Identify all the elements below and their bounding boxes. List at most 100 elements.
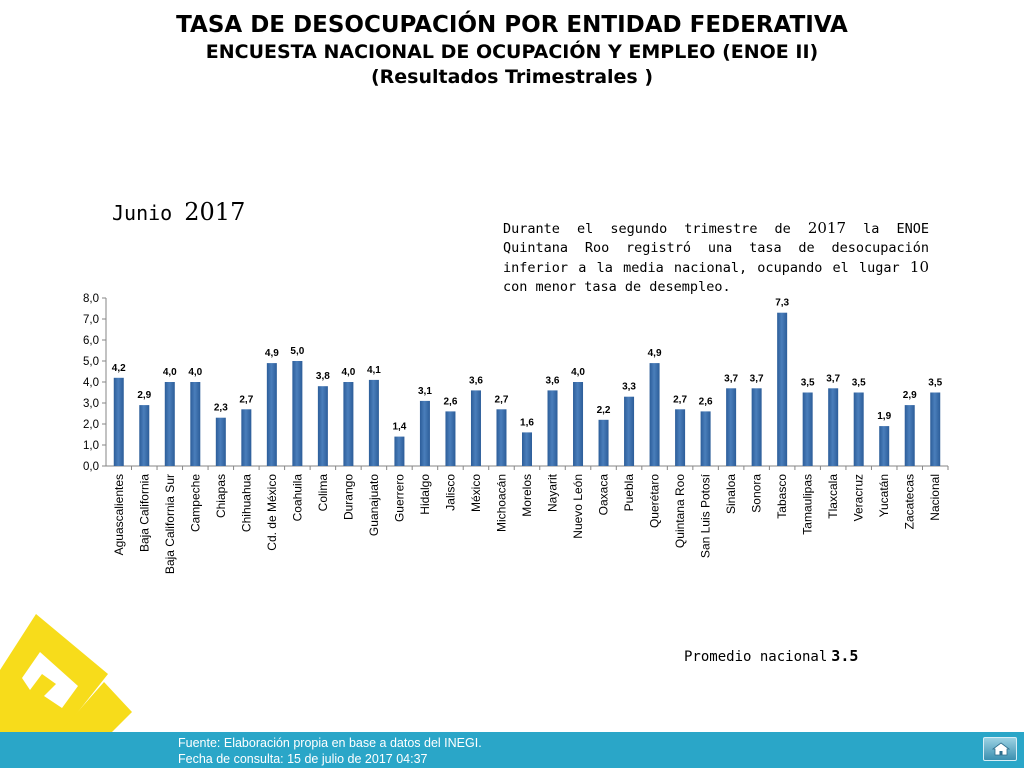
category-label: Nacional — [928, 474, 942, 521]
page-title: TASA DE DESOCUPACIÓN POR ENTIDAD FEDERAT… — [176, 12, 848, 38]
y-tick-label: 3,0 — [83, 398, 99, 410]
category-label: Aguascalientes — [112, 474, 126, 555]
category-label: Nuevo León — [571, 474, 585, 539]
y-tick-label: 5,0 — [83, 356, 99, 368]
data-label: 4,0 — [341, 367, 355, 378]
data-label: 3,5 — [928, 378, 942, 389]
y-tick-label: 8,0 — [83, 293, 99, 305]
bar — [777, 312, 788, 466]
category-label: Morelos — [520, 474, 534, 517]
bar — [113, 377, 124, 466]
bar — [828, 388, 839, 466]
category-label: Baja California — [137, 474, 151, 552]
bar — [879, 426, 890, 466]
data-label: 1,6 — [520, 417, 534, 428]
data-label: 3,7 — [826, 373, 840, 384]
category-label: Tamaulipas — [801, 474, 815, 535]
bar — [624, 396, 635, 466]
bar — [139, 405, 150, 466]
page-subtitle-results: (Resultados Trimestrales ) — [370, 66, 654, 88]
bar — [496, 409, 507, 466]
y-tick-label: 6,0 — [83, 335, 99, 347]
bar — [470, 390, 481, 466]
y-tick-label: 0,0 — [83, 461, 99, 473]
y-tick-label: 1,0 — [83, 440, 99, 452]
bar — [343, 382, 354, 466]
data-label: 3,6 — [469, 375, 483, 386]
data-label: 4,0 — [188, 367, 202, 378]
footer-source: Fuente: Elaboración propia en base a dat… — [178, 735, 482, 767]
bar — [853, 392, 864, 466]
category-label: Tlaxcala — [826, 474, 840, 519]
category-label: Veracruz — [852, 474, 866, 521]
category-label: Puebla — [622, 474, 636, 512]
period-label: Junio 2017 — [112, 198, 245, 226]
category-label: Zacatecas — [903, 474, 917, 529]
home-button[interactable] — [983, 737, 1017, 761]
category-label: Hidalgo — [418, 474, 432, 515]
bar — [215, 417, 226, 466]
category-label: Oaxaca — [597, 474, 611, 516]
data-label: 3,7 — [750, 373, 764, 384]
category-label: Baja California Sur — [163, 474, 177, 574]
note-text-2: la ENOE Quintana Roo registró una tasa d… — [503, 221, 929, 276]
bar — [241, 409, 252, 466]
page-subtitle: ENCUESTA NACIONAL DE OCUPACIÓN Y EMPLEO … — [205, 41, 819, 63]
data-label: 3,5 — [852, 378, 866, 389]
bar — [700, 411, 711, 466]
footer-date-text: Fecha de consulta: 15 de julio de 2017 0… — [178, 752, 428, 766]
data-label: 4,1 — [367, 365, 381, 376]
data-label: 7,3 — [775, 298, 789, 309]
data-label: 4,0 — [163, 367, 177, 378]
category-label: Quintana Roo — [673, 474, 687, 548]
data-label: 2,9 — [903, 390, 917, 401]
data-label: 4,2 — [112, 363, 126, 374]
category-label: Coahuila — [290, 474, 304, 522]
category-label: Nayarit — [546, 473, 560, 512]
bar — [292, 361, 303, 466]
category-label: Campeche — [188, 474, 202, 532]
bar — [726, 388, 737, 466]
category-label: Yucatán — [877, 474, 891, 517]
period-year: 2017 — [184, 198, 246, 226]
data-label: 3,1 — [418, 386, 432, 397]
bar — [190, 382, 201, 466]
category-label: Guanajuato — [367, 474, 381, 536]
category-label: Chihuahua — [239, 474, 253, 532]
bar — [675, 409, 686, 466]
bar — [598, 419, 609, 466]
note-year: 2017 — [807, 219, 847, 237]
data-label: 3,6 — [546, 375, 560, 386]
bar — [368, 379, 379, 466]
bar — [751, 388, 762, 466]
bar — [930, 392, 941, 466]
bar — [649, 363, 660, 466]
category-label: Tabasco — [775, 474, 789, 519]
national-average-value: 3.5 — [831, 647, 859, 665]
category-label: Durango — [341, 474, 355, 520]
category-label: Jalisco — [443, 474, 457, 511]
bar — [547, 390, 558, 466]
national-average-label: Promedio nacional — [684, 649, 828, 665]
data-label: 3,7 — [724, 373, 738, 384]
bar — [573, 382, 584, 466]
data-label: 2,2 — [597, 405, 611, 416]
summary-note: Durante el segundo trimestre de 2017 la … — [503, 219, 929, 297]
category-label: Sinaloa — [724, 474, 738, 514]
title-block: TASA DE DESOCUPACIÓN POR ENTIDAD FEDERAT… — [0, 10, 1024, 90]
bar — [164, 382, 175, 466]
data-label: 1,9 — [877, 411, 891, 422]
category-label: Chiapas — [214, 474, 228, 518]
footer-bar: Fuente: Elaboración propia en base a dat… — [0, 732, 1024, 768]
category-label: Colima — [316, 474, 330, 512]
data-label: 4,9 — [265, 348, 279, 359]
logo-shape — [0, 614, 132, 732]
note-text-3: con menor tasa de desempleo. — [503, 279, 731, 295]
data-label: 2,7 — [239, 394, 253, 405]
category-label: Cd. de México — [265, 474, 279, 551]
bar — [266, 363, 277, 466]
home-icon — [992, 742, 1010, 756]
bar — [522, 432, 532, 466]
category-label: Querétaro — [648, 474, 662, 528]
data-label: 2,6 — [699, 396, 713, 407]
